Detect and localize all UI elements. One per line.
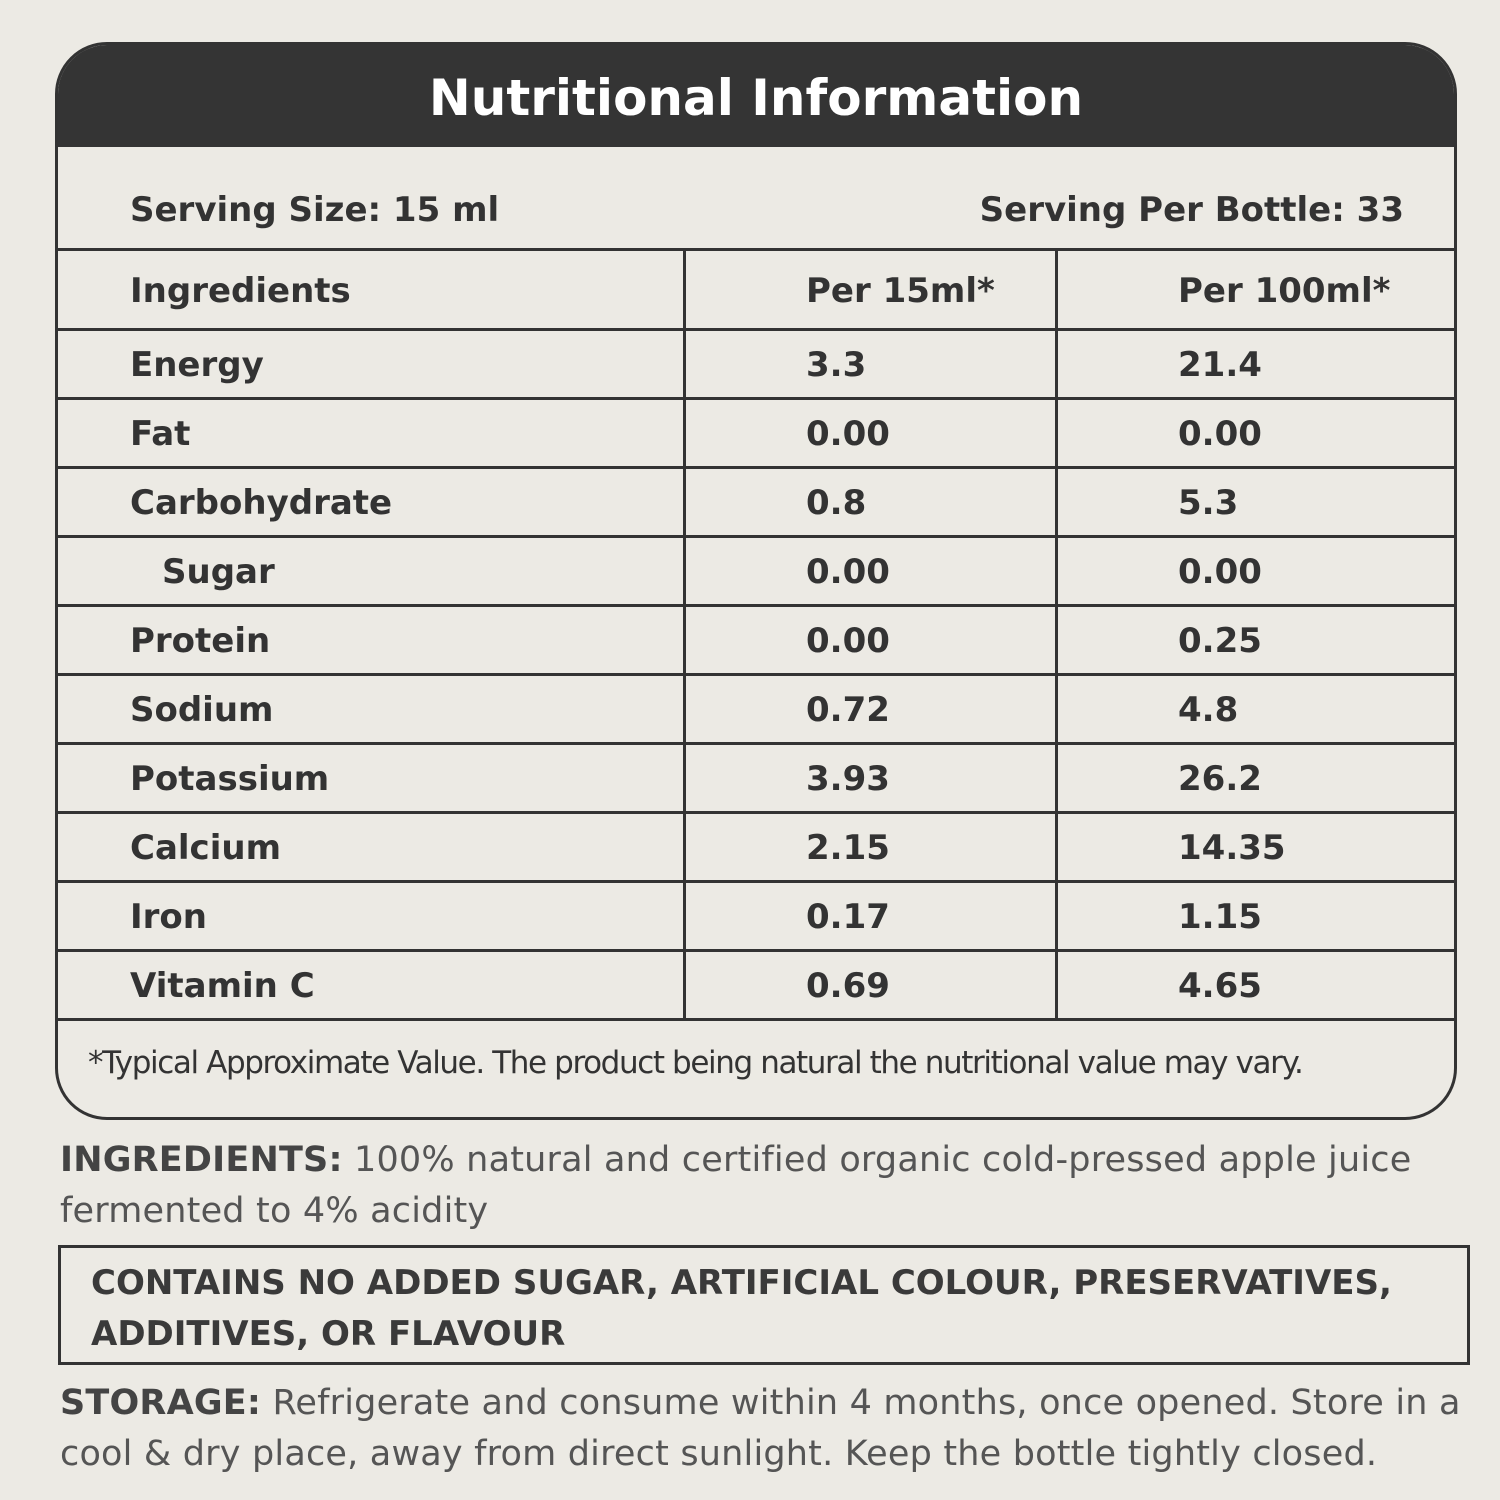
nutrient-name: Sugar — [162, 552, 275, 592]
per-100ml: 14.35 — [1178, 828, 1286, 868]
column-header: Per 15ml* — [806, 271, 995, 311]
per-100ml: 4.65 — [1178, 966, 1262, 1006]
row-divider — [58, 1018, 1454, 1021]
per-100ml: 21.4 — [1178, 345, 1262, 385]
serving-size: Serving Size: 15 ml — [130, 190, 500, 230]
per-100ml: 1.15 — [1178, 897, 1262, 937]
nutrient-name: Energy — [130, 345, 264, 385]
per-15ml: 0.17 — [806, 897, 890, 937]
per-100ml: 26.2 — [1178, 759, 1262, 799]
per-15ml: 0.00 — [806, 414, 890, 454]
nutrient-name: Carbohydrate — [130, 483, 393, 523]
footnote: *Typical Approximate Value. The product … — [88, 1045, 1304, 1081]
per-100ml: 0.00 — [1178, 552, 1262, 592]
serving-per-bottle: Serving Per Bottle: 33 — [979, 190, 1404, 230]
per-15ml: 0.8 — [806, 483, 867, 523]
title: Nutritional Information — [428, 69, 1084, 127]
per-15ml: 3.93 — [806, 759, 890, 799]
row-divider — [58, 535, 1454, 538]
per-100ml: 0.25 — [1178, 621, 1262, 661]
nutrient-name: Calcium — [130, 828, 281, 868]
ingredients-text: 100% natural and certified organic cold-… — [60, 1140, 1412, 1231]
nutrient-name: Protein — [130, 621, 271, 661]
nutrition-panel: Nutritional Information Serving Size: 15… — [55, 42, 1457, 1120]
storage: STORAGE: Refrigerate and consume within … — [60, 1378, 1480, 1480]
nutrient-name: Vitamin C — [130, 966, 315, 1006]
column-divider — [683, 251, 686, 1021]
nutrient-name: Sodium — [130, 690, 274, 730]
per-100ml: 5.3 — [1178, 483, 1239, 523]
notice-box: CONTAINS NO ADDED SUGAR, ARTIFICIAL COLO… — [58, 1245, 1470, 1365]
nutrient-name: Potassium — [130, 759, 330, 799]
per-15ml: 0.69 — [806, 966, 890, 1006]
column-header: Per 100ml* — [1178, 271, 1391, 311]
nutrient-name: Fat — [130, 414, 191, 454]
ingredients-label: INGREDIENTS: — [60, 1140, 343, 1180]
notice: CONTAINS NO ADDED SUGAR, ARTIFICIAL COLO… — [91, 1263, 1392, 1354]
per-100ml: 4.8 — [1178, 690, 1239, 730]
divider — [58, 248, 1454, 251]
row-divider — [58, 949, 1454, 952]
column-divider — [1055, 251, 1058, 1021]
per-15ml: 0.00 — [806, 552, 890, 592]
row-divider — [58, 673, 1454, 676]
row-divider — [58, 742, 1454, 745]
nutrient-name: Iron — [130, 897, 207, 937]
ingredients: INGREDIENTS: 100% natural and certified … — [60, 1135, 1480, 1237]
row-divider — [58, 880, 1454, 883]
storage-label: STORAGE: — [60, 1383, 262, 1423]
row-divider — [58, 811, 1454, 814]
per-15ml: 2.15 — [806, 828, 890, 868]
row-divider — [58, 466, 1454, 469]
panel-header: Nutritional Information — [58, 45, 1454, 147]
per-100ml: 0.00 — [1178, 414, 1262, 454]
per-15ml: 0.72 — [806, 690, 890, 730]
column-header: Ingredients — [130, 271, 351, 311]
per-15ml: 0.00 — [806, 621, 890, 661]
divider — [58, 328, 1454, 331]
row-divider — [58, 604, 1454, 607]
storage-text: Refrigerate and consume within 4 months,… — [60, 1383, 1461, 1474]
per-15ml: 3.3 — [806, 345, 867, 385]
row-divider — [58, 397, 1454, 400]
